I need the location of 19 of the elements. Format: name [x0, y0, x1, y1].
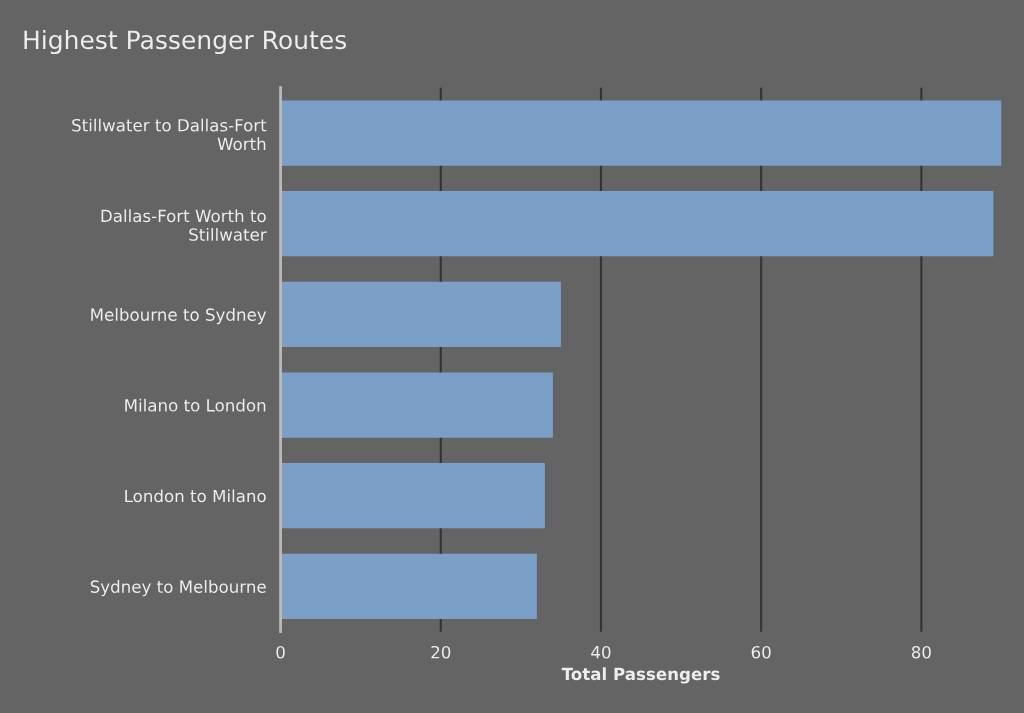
- y-tick-label: Sydney to Melbourne: [90, 580, 266, 597]
- x-tick-label: 0: [276, 645, 285, 659]
- y-tick-label: Milano to London: [125, 398, 266, 412]
- bar: [280, 281, 561, 348]
- x-axis-title: Total Passengers: [561, 667, 720, 684]
- x-tick-label: 40: [591, 645, 611, 659]
- x-tick-label: 80: [911, 645, 931, 659]
- bar: [280, 553, 537, 620]
- chart-title: Highest Passenger Routes: [24, 29, 347, 55]
- bar: [280, 372, 553, 438]
- y-tick-label: London to Milano: [125, 489, 266, 503]
- x-tick-label: 20: [431, 645, 451, 659]
- bar: [280, 191, 994, 257]
- x-tick-label: 60: [751, 645, 771, 659]
- bar: [280, 463, 545, 529]
- y-tick-label: Melbourne to Sydney: [91, 308, 267, 325]
- y-tick-label: Dallas-Fort Worth to Stillwater: [101, 209, 267, 241]
- y-tick-label: Stillwater to Dallas-Fort Worth: [72, 118, 267, 151]
- bar: [280, 100, 1002, 166]
